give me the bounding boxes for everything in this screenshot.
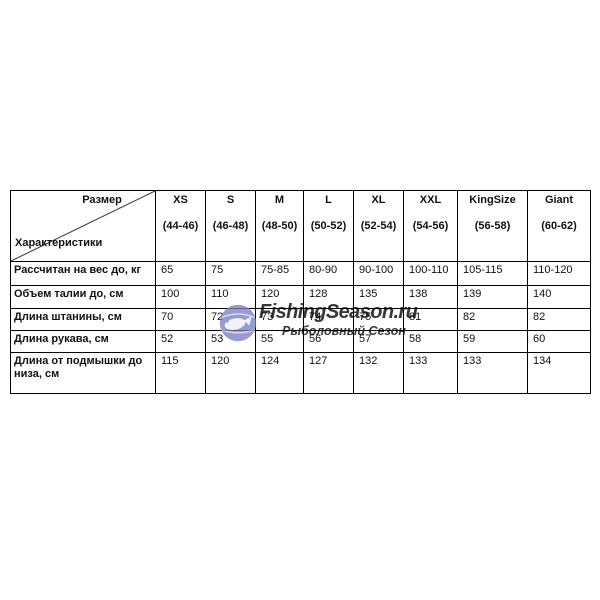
- cell: 120: [205, 352, 256, 394]
- table-row: Объем талии до, см 100 110 120 128 135 138 139 1…: [10, 285, 591, 309]
- column-header: XS (44-46): [155, 190, 206, 262]
- corner-size-label: Размер: [82, 194, 122, 206]
- column-header: L (50-52): [303, 190, 354, 262]
- row-label: Длина рукава, см: [10, 330, 156, 353]
- cell: 81: [403, 308, 458, 331]
- column-header: M (48-50): [255, 190, 304, 262]
- cell: 110: [205, 285, 256, 309]
- cell: 74: [303, 308, 354, 331]
- cell: 53: [205, 330, 256, 353]
- table-row: Рассчитан на вес до, кг 65 75 75-85 80-90 90-…: [10, 261, 591, 286]
- corner-characteristics-label: Характеристики: [15, 237, 103, 249]
- cell: 56: [303, 330, 354, 353]
- cell: 52: [155, 330, 206, 353]
- cell: 80-90: [303, 261, 354, 286]
- cell: 120: [255, 285, 304, 309]
- cell: 100-110: [403, 261, 458, 286]
- cell: 135: [353, 285, 404, 309]
- cell: 105-115: [457, 261, 528, 286]
- cell: 58: [403, 330, 458, 353]
- cell: 139: [457, 285, 528, 309]
- cell: 65: [155, 261, 206, 286]
- column-header: KingSize (56-58): [457, 190, 528, 262]
- size-chart: Размер Характеристики XS (44-46) S (46-48) M…: [10, 190, 591, 394]
- corner-cell: Размер Характеристики: [10, 190, 156, 262]
- table-row: Длина рукава, см 52 53 55 56 57 58 59 60: [10, 330, 591, 353]
- row-label: Объем талии до, см: [10, 285, 156, 309]
- cell: 73: [255, 308, 304, 331]
- cell: 70: [155, 308, 206, 331]
- size-table: Размер Характеристики XS (44-46) S (46-48) M…: [10, 190, 591, 394]
- cell: 57: [353, 330, 404, 353]
- column-header: Giant (60-62): [527, 190, 591, 262]
- cell: 90-100: [353, 261, 404, 286]
- cell: 55: [255, 330, 304, 353]
- cell: 82: [527, 308, 591, 331]
- cell: 138: [403, 285, 458, 309]
- cell: 110-120: [527, 261, 591, 286]
- row-label: Длина от подмышки до низа, см: [10, 352, 156, 394]
- table-body: Рассчитан на вес до, кг 65 75 75-85 80-90 90-…: [10, 261, 591, 394]
- cell: 75: [353, 308, 404, 331]
- column-header: XXL (54-56): [403, 190, 458, 262]
- cell: 127: [303, 352, 354, 394]
- cell: 124: [255, 352, 304, 394]
- cell: 75: [205, 261, 256, 286]
- column-header: XL (52-54): [353, 190, 404, 262]
- table-row: Длина от подмышки до низа, см 115 120 124 12…: [10, 352, 591, 394]
- cell: 72: [205, 308, 256, 331]
- row-label: Рассчитан на вес до, кг: [10, 261, 156, 286]
- cell: 82: [457, 308, 528, 331]
- row-label: Длина штанины, см: [10, 308, 156, 331]
- cell: 140: [527, 285, 591, 309]
- cell: 75-85: [255, 261, 304, 286]
- table-row: Длина штанины, см 70 72 73 74 75 81 82 82: [10, 308, 591, 331]
- cell: 100: [155, 285, 206, 309]
- cell: 134: [527, 352, 591, 394]
- cell: 128: [303, 285, 354, 309]
- diagonal-line: [11, 191, 155, 261]
- cell: 59: [457, 330, 528, 353]
- header-row: Размер Характеристики XS (44-46) S (46-48) M…: [10, 190, 591, 262]
- cell: 133: [403, 352, 458, 394]
- column-header: S (46-48): [205, 190, 256, 262]
- cell: 60: [527, 330, 591, 353]
- cell: 115: [155, 352, 206, 394]
- cell: 133: [457, 352, 528, 394]
- cell: 132: [353, 352, 404, 394]
